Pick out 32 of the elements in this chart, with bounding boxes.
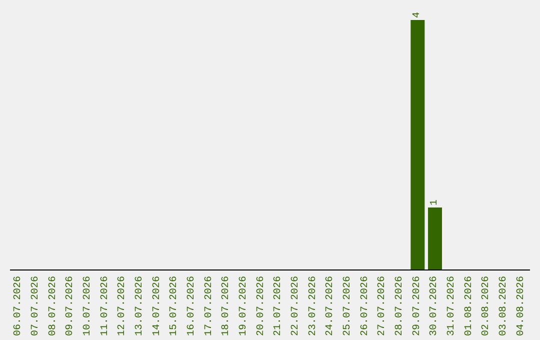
x-tick-label: 20.07.2026 — [256, 276, 267, 336]
x-tick-label: 11.07.2026 — [100, 276, 111, 336]
x-tick-label: 16.07.2026 — [186, 276, 198, 336]
x-tick-label: 08.07.2026 — [48, 276, 59, 336]
x-tick-label: 30.07.2026 — [429, 276, 440, 336]
x-tick-label: 06.07.2026 — [13, 276, 24, 336]
x-tick-label: 02.08.2026 — [481, 276, 492, 336]
x-tick-label: 04.08.2026 — [516, 276, 527, 336]
x-tick-label: 12.07.2026 — [117, 276, 128, 336]
x-tick-label: 13.07.2026 — [134, 276, 146, 336]
x-tick-label: 01.08.2026 — [464, 276, 475, 336]
data-label: 1 — [430, 199, 440, 206]
x-tick-label: 15.07.2026 — [169, 276, 180, 336]
data-label: 4 — [412, 12, 424, 18]
x-tick-label: 31.07.2026 — [446, 276, 458, 336]
x-tick-label: 28.07.2026 — [394, 276, 406, 336]
x-tick-label: 17.07.2026 — [204, 276, 215, 336]
x-tick-label: 22.07.2026 — [290, 276, 302, 336]
x-tick-label: 09.07.2026 — [65, 276, 76, 336]
x-tick-label: 03.08.2026 — [498, 276, 510, 336]
x-tick-label: 23.07.2026 — [308, 276, 319, 336]
x-tick-label: 18.07.2026 — [221, 276, 232, 336]
x-tick-label: 29.07.2026 — [412, 276, 423, 336]
x-tick-label: 25.07.2026 — [342, 276, 354, 336]
x-tick-label: 10.07.2026 — [82, 276, 94, 336]
x-tick-label: 14.07.2026 — [152, 276, 163, 336]
x-tick-label: 07.07.2026 — [30, 276, 42, 336]
x-tick-label: 24.07.2026 — [325, 276, 336, 336]
x-tick-label: 27.07.2026 — [377, 276, 388, 336]
x-tick-label: 19.07.2026 — [238, 276, 250, 336]
x-tick-label: 21.07.2026 — [273, 276, 284, 336]
x-tick-label: 26.07.2026 — [360, 276, 371, 336]
